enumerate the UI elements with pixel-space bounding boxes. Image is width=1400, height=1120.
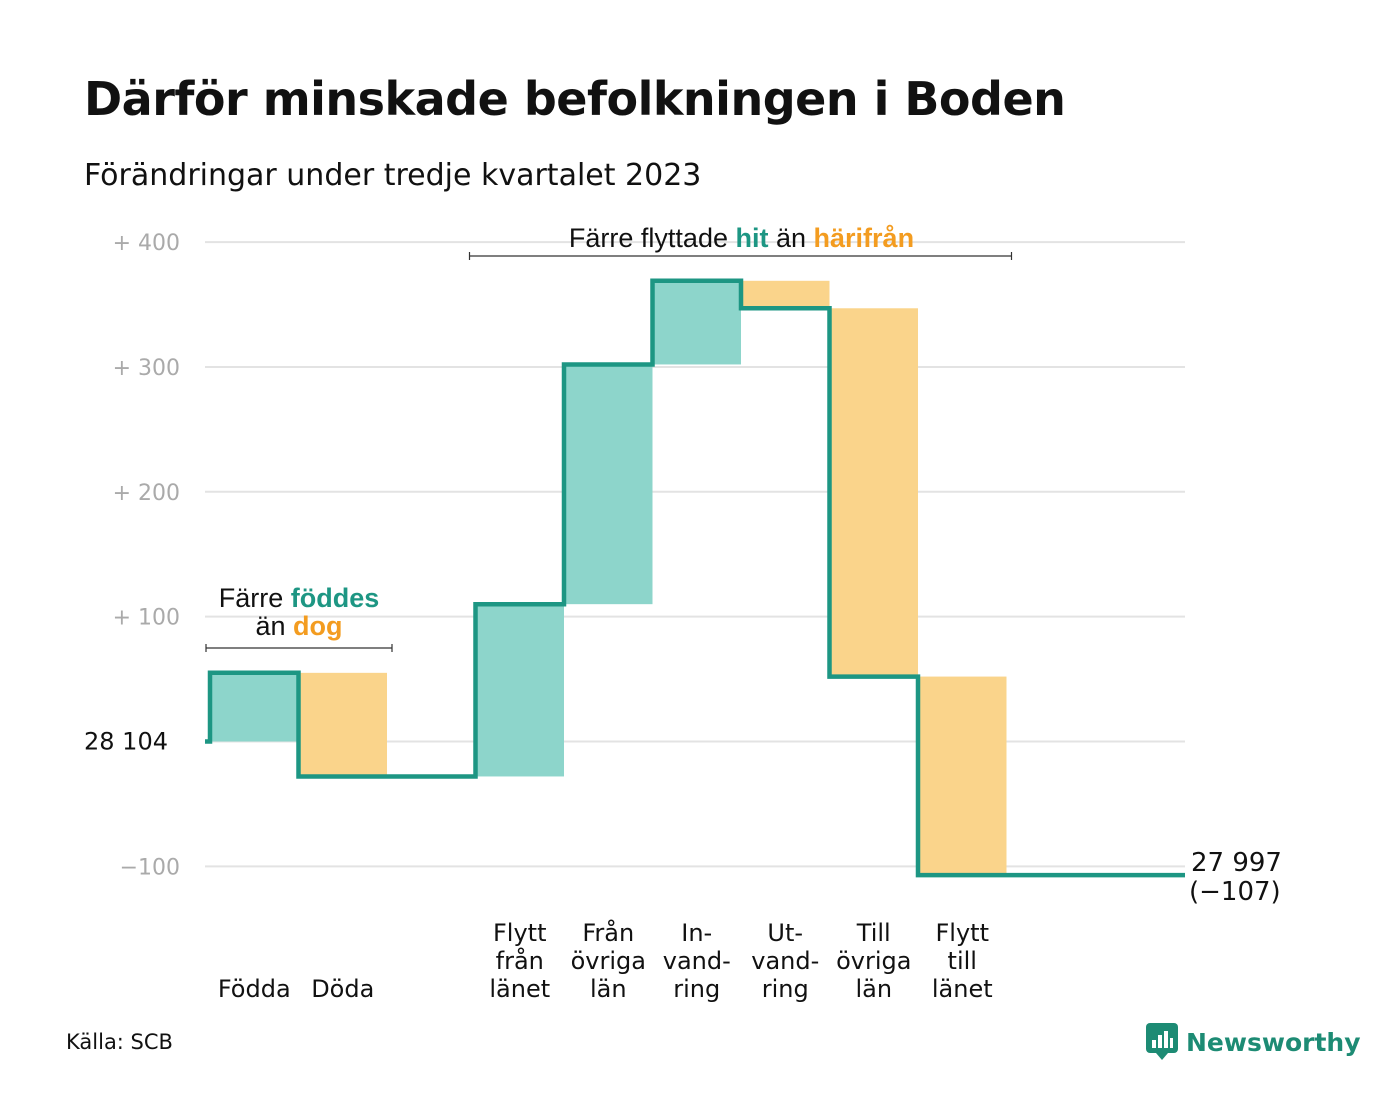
bar-decrease [829,308,918,677]
annotation-orange-text: härifrån [814,223,915,253]
y-tick-label: −100 [120,855,180,880]
category-label: övriga [836,947,911,975]
bar-increase [652,280,741,365]
category-label: Från [582,918,634,947]
chart-subtitle: Förändringar under tredje kvartalet 2023 [84,158,702,193]
category-label: Födda [218,975,291,1003]
annotation-line: än dog [255,611,342,641]
y-tick-label: + 300 [113,356,180,381]
annotation-line: Färre föddes [219,583,380,613]
annotation-teal-text: föddes [291,583,380,613]
chart-title: Därför minskade befolkningen i Boden [84,72,1066,126]
annotation-plain-text: än [768,223,813,253]
annotation-teal-text: hit [735,223,768,253]
category-label: Flytt [936,919,990,947]
bar-increase [210,672,299,742]
bars [210,280,1007,876]
category-label: ring [762,975,809,1003]
bar-increase [475,604,564,777]
y-tick-label: + 400 [113,231,180,256]
brand-logo: Newsworthy [1146,1022,1361,1062]
y-tick-label: + 200 [113,481,180,506]
end-labels: 27 997(−107) [1189,848,1282,907]
category-label: länet [932,975,993,1003]
category-label: övriga [571,947,646,975]
category-labels: Födda DödaFlyttfrånlänetFrånövrigalänIn-v… [218,918,993,1003]
category-label: Döda [311,975,374,1003]
annotation-plain-text: Färre flyttade [569,223,736,253]
category-label: ring [673,975,720,1003]
annotation-plain-text: Färre [219,583,291,613]
baseline-label: 28 104 [84,728,168,756]
y-axis: + 400 + 300 + 200 + 100 −100 28 104 [84,231,180,880]
category-label: Till [856,919,891,947]
total-change-label: (−107) [1189,877,1281,907]
annotation-plain-text: än [255,611,293,641]
total-value-label: 27 997 [1191,848,1282,878]
y-tick-label: + 100 [113,606,180,631]
category-label: Ut- [767,919,803,947]
bar-decrease [298,672,387,777]
category-label: län [855,975,892,1003]
cumulative-step-line [205,278,1185,878]
newsworthy-logo-icon [1146,1023,1178,1060]
category-label: län [590,975,627,1003]
cumulative-line [205,278,1185,878]
category-label: In- [681,919,712,947]
source-note: Källa: SCB [66,1030,173,1054]
category-label: länet [489,975,550,1003]
category-label: till [948,947,977,975]
brand-name: Newsworthy [1186,1027,1361,1057]
bar-decrease [918,676,1007,876]
category-label: vand- [751,947,819,975]
category-label: vand- [663,947,731,975]
annotation-line: Färre flyttade hit än härifrån [569,223,914,253]
bar-decrease [741,280,830,309]
category-label: Flytt [493,919,547,947]
annotation-orange-text: dog [293,611,342,641]
bar-increase [564,364,653,605]
category-label: från [496,946,544,975]
